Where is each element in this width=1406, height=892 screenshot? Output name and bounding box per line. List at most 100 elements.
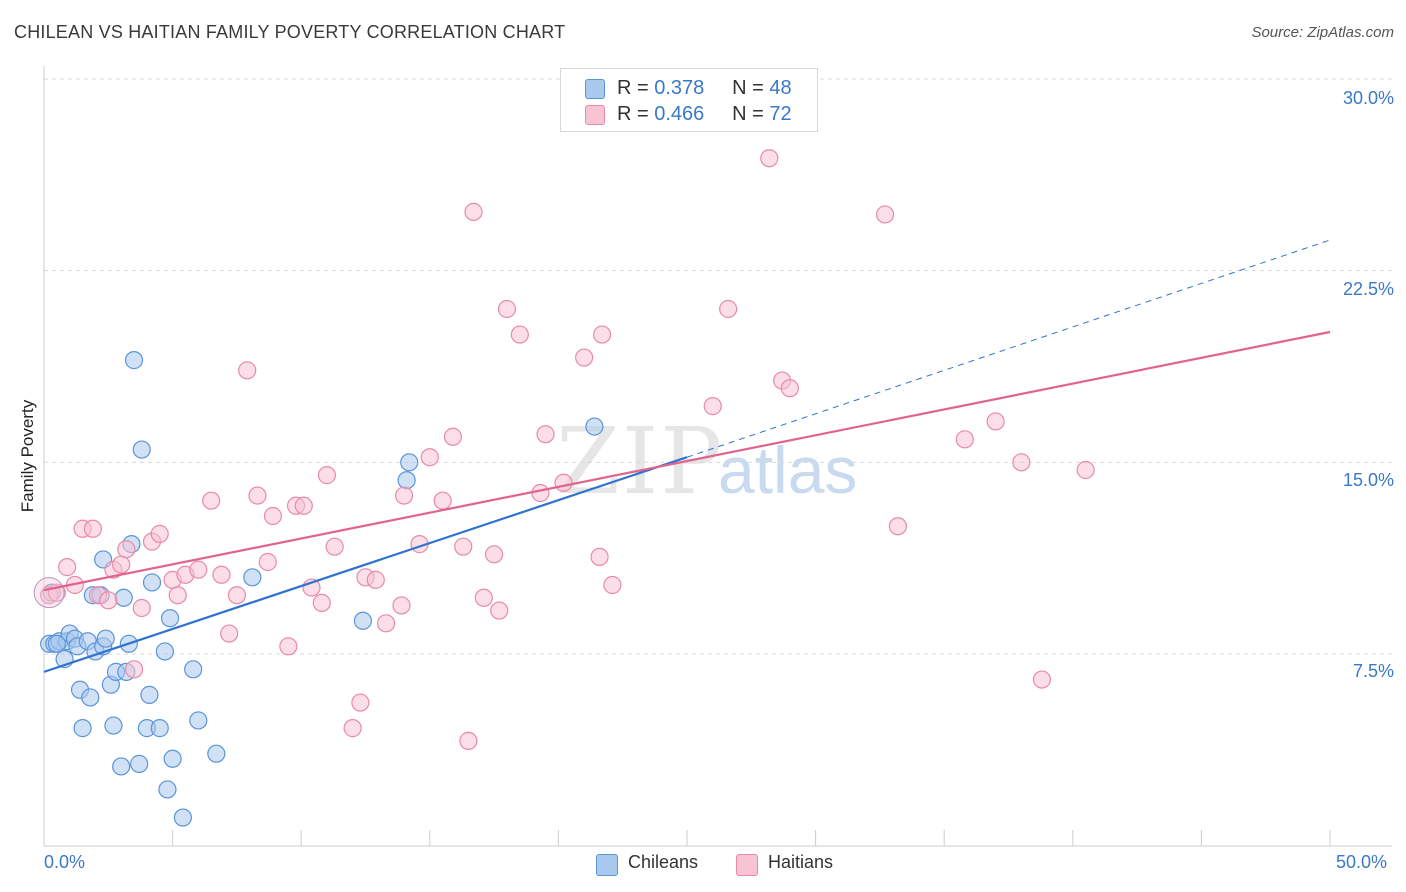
chileans-point xyxy=(189,711,208,730)
haitians-point xyxy=(227,586,246,605)
haitians-point xyxy=(189,560,208,579)
watermark-zip: ZIP xyxy=(556,408,725,515)
haitians-point xyxy=(485,545,504,564)
haitians-point xyxy=(325,537,344,556)
haitians-point xyxy=(780,379,799,398)
chileans-point xyxy=(132,440,151,459)
chileans-point xyxy=(112,757,131,776)
haitians-point xyxy=(366,570,385,589)
haitians-point xyxy=(575,348,594,367)
chileans-point xyxy=(47,634,66,653)
haitians-point xyxy=(212,565,231,584)
chileans-point xyxy=(142,573,162,592)
haitians-point xyxy=(454,537,473,556)
haitians-trend-line xyxy=(43,330,1331,592)
chileans-point xyxy=(155,642,174,661)
chileans-point xyxy=(160,609,180,628)
haitians-point xyxy=(510,325,529,344)
haitians-point xyxy=(248,486,267,505)
haitians-point xyxy=(238,361,257,380)
haitians-point xyxy=(433,491,452,510)
haitians-point xyxy=(58,558,77,577)
y-tick-label: 7.5% xyxy=(1352,661,1394,681)
chileans-point xyxy=(140,685,159,704)
haitians-point xyxy=(132,598,151,618)
haitians-point xyxy=(294,496,313,515)
haitians-point xyxy=(392,596,411,615)
x-tick-label-min: 0.0% xyxy=(44,852,86,872)
chileans-swatch xyxy=(596,854,618,876)
haitians-point xyxy=(1076,460,1095,480)
legend-r-value: 0.466 xyxy=(654,103,705,125)
haitians-point xyxy=(83,519,102,538)
haitians-point xyxy=(124,660,144,679)
legend-r-label: R = xyxy=(617,103,649,125)
haitians-point xyxy=(490,601,509,620)
legend-r-label: R = xyxy=(617,77,649,99)
haitians-point xyxy=(258,552,277,572)
chileans-point xyxy=(400,453,419,472)
chileans-point xyxy=(163,749,182,768)
haitians-point xyxy=(220,624,239,643)
chileans-point xyxy=(243,568,262,587)
chileans-point xyxy=(397,471,416,490)
legend-r-value: 0.378 xyxy=(654,77,705,99)
haitians-point xyxy=(376,614,396,633)
chileans-point xyxy=(124,351,144,370)
x-tick-label-max: 50.0% xyxy=(1336,852,1388,872)
haitians-point xyxy=(459,731,478,750)
haitians-point xyxy=(420,448,439,467)
haitians-point xyxy=(888,517,908,536)
chileans-point xyxy=(353,611,373,630)
chileans-point xyxy=(158,780,177,799)
y-tick-label: 15.0% xyxy=(1342,470,1394,490)
haitians-point xyxy=(312,593,331,612)
chileans-trend-line xyxy=(43,456,688,673)
haitians-point xyxy=(279,637,298,656)
legend-label-chileans: Chileans xyxy=(628,852,699,872)
legend-label-haitians: Haitians xyxy=(768,852,834,872)
haitians-point xyxy=(536,425,555,444)
chileans-point xyxy=(173,808,192,827)
haitians-point xyxy=(986,412,1005,431)
chileans-point xyxy=(96,629,115,648)
chileans-trend-extension xyxy=(686,239,1331,458)
haitians-point xyxy=(394,486,414,505)
y-tick-label: 30.0% xyxy=(1342,88,1394,108)
haitians-point xyxy=(112,555,131,574)
chileans-point xyxy=(81,688,100,707)
chileans-point xyxy=(150,719,169,738)
legend-n-value: 48 xyxy=(769,77,792,99)
haitians-point xyxy=(351,693,370,712)
haitians-point xyxy=(593,325,612,344)
haitians-point xyxy=(719,299,738,319)
haitians-point xyxy=(760,149,779,168)
haitians-point xyxy=(497,299,517,319)
haitians-swatch xyxy=(736,854,758,876)
haitians-point xyxy=(703,397,722,416)
haitians-point xyxy=(590,547,609,566)
haitians-point xyxy=(443,427,463,446)
haitians-swatch xyxy=(585,105,605,125)
chileans-point xyxy=(585,417,604,436)
chileans-point xyxy=(114,588,133,607)
chileans-point xyxy=(184,660,203,679)
haitians-point xyxy=(1032,670,1052,689)
chileans-point xyxy=(104,716,123,735)
haitians-point xyxy=(202,491,221,510)
haitians-point xyxy=(955,430,974,449)
legend-n-label: N = xyxy=(732,77,764,99)
legend-n-label: N = xyxy=(732,103,764,125)
chart-title: CHILEAN VS HAITIAN FAMILY POVERTY CORREL… xyxy=(14,22,566,42)
haitians-point xyxy=(464,202,483,221)
y-tick-label: 22.5% xyxy=(1342,279,1394,299)
chileans-point xyxy=(207,744,226,763)
legend-n-value: 72 xyxy=(769,103,792,125)
chileans-point xyxy=(73,719,92,738)
haitians-point xyxy=(263,506,283,526)
stats-legend: R = 0.378 N = 48 R = 0.466 N = 72 xyxy=(560,68,818,132)
haitians-point xyxy=(168,586,187,605)
source-label: Source: ZipAtlas.com xyxy=(1251,24,1394,41)
haitians-point xyxy=(474,588,493,607)
watermark-atlas: atlas xyxy=(718,433,858,507)
